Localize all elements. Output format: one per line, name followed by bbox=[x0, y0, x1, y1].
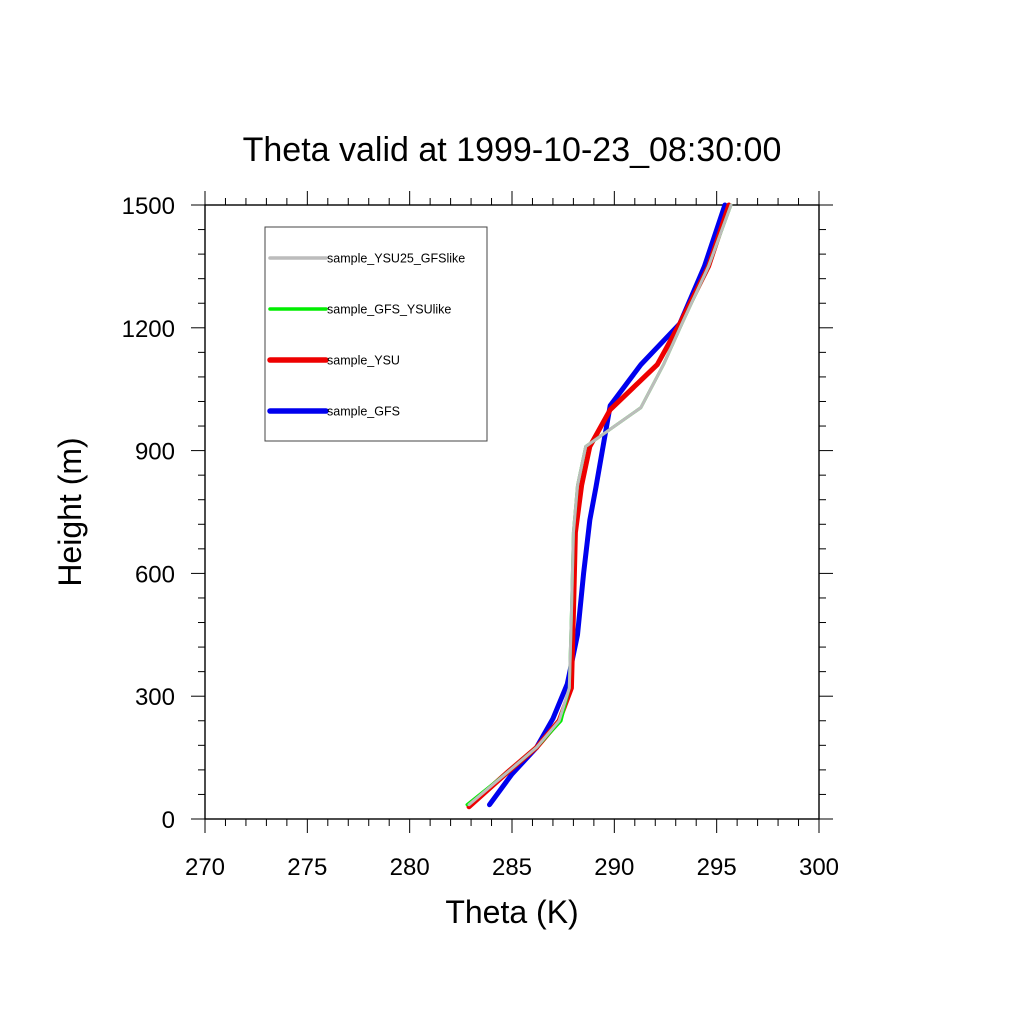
x-tick-label: 275 bbox=[287, 854, 327, 881]
legend-label: sample_GFS bbox=[327, 405, 400, 419]
x-axis-title: Theta (K) bbox=[445, 894, 578, 930]
legend-label: sample_GFS_YSUlike bbox=[327, 303, 451, 317]
y-tick-label: 0 bbox=[162, 807, 175, 834]
series-layer bbox=[465, 202, 733, 810]
legend-label: sample_YSU25_GFSlike bbox=[327, 252, 465, 266]
y-axis-title: Height (m) bbox=[52, 437, 88, 586]
series-line-sample_GFS bbox=[487, 202, 728, 808]
y-tick-label: 1500 bbox=[122, 193, 175, 220]
x-tick-label: 290 bbox=[594, 854, 634, 881]
x-tick-label: 295 bbox=[697, 854, 737, 881]
series-line-sample_YSU25_GFSlike bbox=[467, 203, 733, 807]
chart-title: Theta valid at 1999-10-23_08:30:00 bbox=[243, 131, 782, 169]
y-tick-label: 1200 bbox=[122, 316, 175, 343]
x-axis: 270 275 280 285 290 295 300 bbox=[185, 191, 839, 881]
x-tick-label: 270 bbox=[185, 854, 225, 881]
y-tick-label: 600 bbox=[135, 561, 175, 588]
y-tick-label: 900 bbox=[135, 439, 175, 466]
x-tick-label: 300 bbox=[799, 854, 839, 881]
legend: sample_YSU25_GFSlike sample_GFS_YSUlikesa… bbox=[264, 226, 488, 442]
x-tick-label: 280 bbox=[390, 854, 430, 881]
x-tick-label: 285 bbox=[492, 854, 532, 881]
y-axis: 0 300 600 900 1200 1500 bbox=[122, 193, 833, 834]
legend-label: sample_YSU bbox=[327, 354, 400, 368]
legend-box bbox=[264, 226, 488, 442]
y-tick-label: 300 bbox=[135, 684, 175, 711]
